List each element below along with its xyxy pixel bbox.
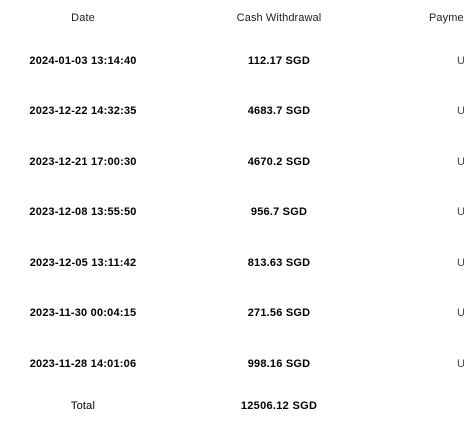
table-row[interactable]: 2023-12-21 17:00:30 4670.2 SGD U xyxy=(0,156,464,176)
table-row[interactable]: 2023-12-22 14:32:35 4683.7 SGD U xyxy=(0,105,464,125)
row-date: 2023-12-22 14:32:35 xyxy=(29,105,137,117)
row-cash-amount: 813.63 SGD xyxy=(247,257,311,269)
table-row[interactable]: 2023-11-30 00:04:15 271.56 SGD U xyxy=(0,307,464,327)
column-header-cash-withdrawal[interactable]: Cash Withdrawal xyxy=(236,12,322,24)
row-date: 2023-11-28 14:01:06 xyxy=(29,358,137,370)
row-cash-amount: 112.17 SGD xyxy=(248,55,310,67)
row-payment: U xyxy=(457,257,464,269)
row-payment: U xyxy=(457,358,464,370)
row-payment: U xyxy=(457,105,464,117)
column-header-date[interactable]: Date xyxy=(71,12,95,24)
column-header-payment[interactable]: Payme xyxy=(429,12,464,24)
row-date: 2024-01-03 13:14:40 xyxy=(29,55,137,67)
row-payment: U xyxy=(457,156,464,168)
row-cash-amount: 4670.2 SGD xyxy=(247,156,311,168)
total-amount: 12506.12 SGD xyxy=(240,400,318,412)
row-payment: U xyxy=(457,55,464,67)
row-cash-amount: 4683.7 SGD xyxy=(247,105,311,117)
row-payment: U xyxy=(457,307,464,319)
row-cash-amount: 956.7 SGD xyxy=(250,206,308,218)
row-date: 2023-12-05 13:11:42 xyxy=(29,257,137,269)
row-date: 2023-12-21 17:00:30 xyxy=(29,156,137,168)
row-date: 2023-11-30 00:04:15 xyxy=(29,307,137,319)
total-row: Total 12506.12 SGD xyxy=(0,400,464,420)
row-date: 2023-12-08 13:55:50 xyxy=(29,206,137,218)
total-label: Total xyxy=(70,400,96,412)
table-row[interactable]: 2023-12-05 13:11:42 813.63 SGD U xyxy=(0,257,464,277)
row-payment: U xyxy=(457,206,464,218)
table-row[interactable]: 2023-11-28 14:01:06 998.16 SGD U xyxy=(0,358,464,378)
table-row[interactable]: 2023-12-08 13:55:50 956.7 SGD U xyxy=(0,206,464,226)
row-cash-amount: 998.16 SGD xyxy=(247,358,311,370)
row-cash-amount: 271.56 SGD xyxy=(247,307,311,319)
table-row[interactable]: 2024-01-03 13:14:40 112.17 SGD U xyxy=(0,55,464,75)
